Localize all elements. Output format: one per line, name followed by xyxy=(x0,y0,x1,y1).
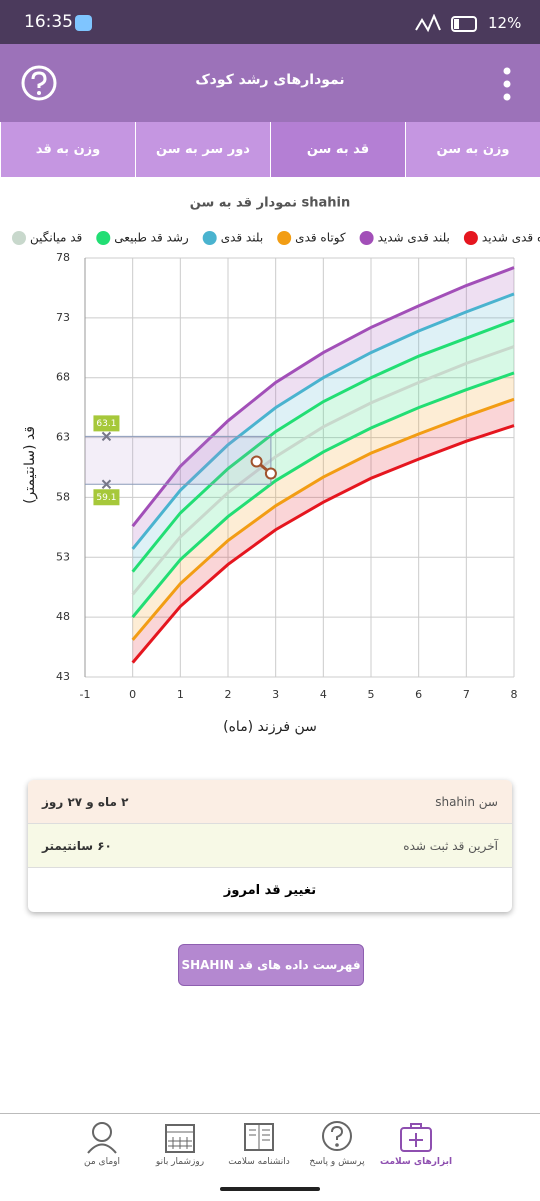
tab[interactable]: دور سر به سن xyxy=(135,122,270,177)
tab-selected[interactable]: قد به سن xyxy=(270,122,405,177)
nav-label: روزشمار بانو xyxy=(155,1157,205,1167)
x-tick-label: 4 xyxy=(320,688,327,701)
tab-bar: وزن به قد دور سر به سن قد به سن وزن به س… xyxy=(0,122,540,177)
data-point xyxy=(250,455,263,468)
band-fill xyxy=(132,372,514,640)
legend-label: رشد قد طبیعی xyxy=(114,231,189,246)
legend: قد میانگین رشد قد طبیعی بلند قدی کوتاه قدی ب… xyxy=(12,231,540,246)
guide-cross xyxy=(101,479,112,489)
nav-item[interactable]: اومای من xyxy=(57,1120,147,1167)
band-fill xyxy=(132,267,514,549)
row-value: ۶۰ سانتیمتر xyxy=(42,838,112,853)
status-bar: 16:35 12% xyxy=(0,0,540,44)
chart-title: نمودار قد به سن shahin xyxy=(190,196,350,211)
nav-icon xyxy=(87,1122,117,1154)
app-title: نمودارهای رشد کودک xyxy=(195,72,345,88)
legend-swatch xyxy=(277,231,292,245)
series-line xyxy=(131,397,515,641)
notif-icon xyxy=(75,15,92,31)
series-line xyxy=(131,266,515,528)
clock: 16:35 xyxy=(24,12,73,32)
info-row: ۲ ماه و ۲۷ روز سن shahin xyxy=(28,780,512,824)
row-label: سن shahin xyxy=(435,794,498,809)
x-tick-label: 7 xyxy=(463,688,470,701)
y-tick-label: 53 xyxy=(56,550,70,563)
info-row: ۶۰ سانتیمتر آخرین قد ثبت شده xyxy=(28,824,512,868)
x-tick-label: 8 xyxy=(511,688,518,701)
nav-label: اومای من xyxy=(84,1157,120,1167)
y-tick-label: 43 xyxy=(56,670,70,683)
nav-item[interactable]: پرسش و پاسخ xyxy=(292,1120,382,1167)
nav-item-active[interactable]: ابزارهای سلامت xyxy=(371,1120,461,1167)
legend-swatch xyxy=(202,231,217,245)
band-fill xyxy=(132,399,514,663)
row-label: آخرین قد ثبت شده xyxy=(403,838,498,853)
nav-icon xyxy=(165,1124,195,1153)
x-tick-label: 5 xyxy=(368,688,375,701)
nav-icon xyxy=(400,1123,432,1152)
x-tick-label: 6 xyxy=(415,688,422,701)
x-tick-label: -1 xyxy=(80,688,91,701)
guide-label: 63.1 xyxy=(96,419,116,429)
legend-swatch xyxy=(359,231,374,245)
x-tick-label: 0 xyxy=(129,688,136,701)
guide-cross xyxy=(101,431,112,442)
band-fill xyxy=(132,293,514,572)
nav-label: پرسش و پاسخ xyxy=(309,1157,365,1167)
y-tick-label: 68 xyxy=(56,371,70,384)
x-tick-label: 2 xyxy=(225,688,232,701)
y-tick-label: 63 xyxy=(56,431,70,444)
guide-label: 59.1 xyxy=(96,493,116,503)
series-line xyxy=(131,292,515,550)
series-line xyxy=(131,318,515,573)
series-line xyxy=(131,371,515,619)
band-fill xyxy=(132,320,514,595)
row-value: ۲ ماه و ۲۷ روز xyxy=(42,794,129,809)
series-line xyxy=(131,424,515,664)
y-tick-label: 58 xyxy=(56,490,70,503)
y-tick-label: 73 xyxy=(56,311,70,324)
x-tick-label: 1 xyxy=(177,688,184,701)
tab[interactable]: وزن به قد xyxy=(0,122,135,177)
change-height-button[interactable]: تغییر قد امروز xyxy=(223,883,317,898)
legend-swatch xyxy=(463,231,478,245)
data-point xyxy=(264,467,277,480)
guide-label-bg xyxy=(93,415,120,432)
tab[interactable]: وزن به سن xyxy=(405,122,540,177)
y-axis-label: قد (سانتیمتر) xyxy=(22,426,38,504)
signal-battery xyxy=(415,14,477,33)
nav-label: ابزارهای سلامت xyxy=(379,1157,453,1167)
help-button[interactable] xyxy=(20,64,58,102)
legend-label: بلند قدی xyxy=(221,231,263,245)
legend-label: بلند قدی شدید xyxy=(378,231,450,245)
y-tick-label: 78 xyxy=(56,251,70,264)
data-list-button[interactable]: فهرست داده های قد SHAHIN xyxy=(178,944,364,986)
menu-button[interactable] xyxy=(500,66,514,102)
gesture-bar xyxy=(220,1187,320,1191)
battery: 12% xyxy=(488,14,522,32)
x-tick-label: 3 xyxy=(272,688,279,701)
legend-label: قد میانگین xyxy=(30,231,82,246)
legend-swatch xyxy=(12,231,26,245)
chart: نمودار قد به سن shahin سن فرزند (ماه) قد… xyxy=(12,196,540,735)
legend-swatch xyxy=(96,231,111,245)
bottom-nav: اومای من روزشمار بانو دانشنامه سلامت پرس… xyxy=(0,1113,540,1201)
x-axis-label: سن فرزند (ماه) xyxy=(223,719,317,735)
nav-item[interactable]: روزشمار بانو xyxy=(135,1120,225,1167)
legend-label: کوتاه قدی شدید xyxy=(482,231,540,246)
series-line xyxy=(131,345,515,596)
nav-icon xyxy=(244,1123,274,1151)
y-tick-label: 48 xyxy=(56,610,70,623)
nav-icon xyxy=(322,1121,352,1151)
band-fill xyxy=(132,346,514,618)
guide-label-bg xyxy=(93,489,120,506)
app-bar: نمودارهای رشد کودک xyxy=(0,44,540,122)
info-card: ۲ ماه و ۲۷ روز سن shahin ۶۰ سانتیمتر آخرین… xyxy=(28,780,512,912)
nav-label: دانشنامه سلامت xyxy=(228,1157,290,1167)
guide-band xyxy=(85,436,271,485)
legend-label: کوتاه قدی xyxy=(295,231,346,246)
nav-item[interactable]: دانشنامه سلامت xyxy=(214,1120,304,1167)
